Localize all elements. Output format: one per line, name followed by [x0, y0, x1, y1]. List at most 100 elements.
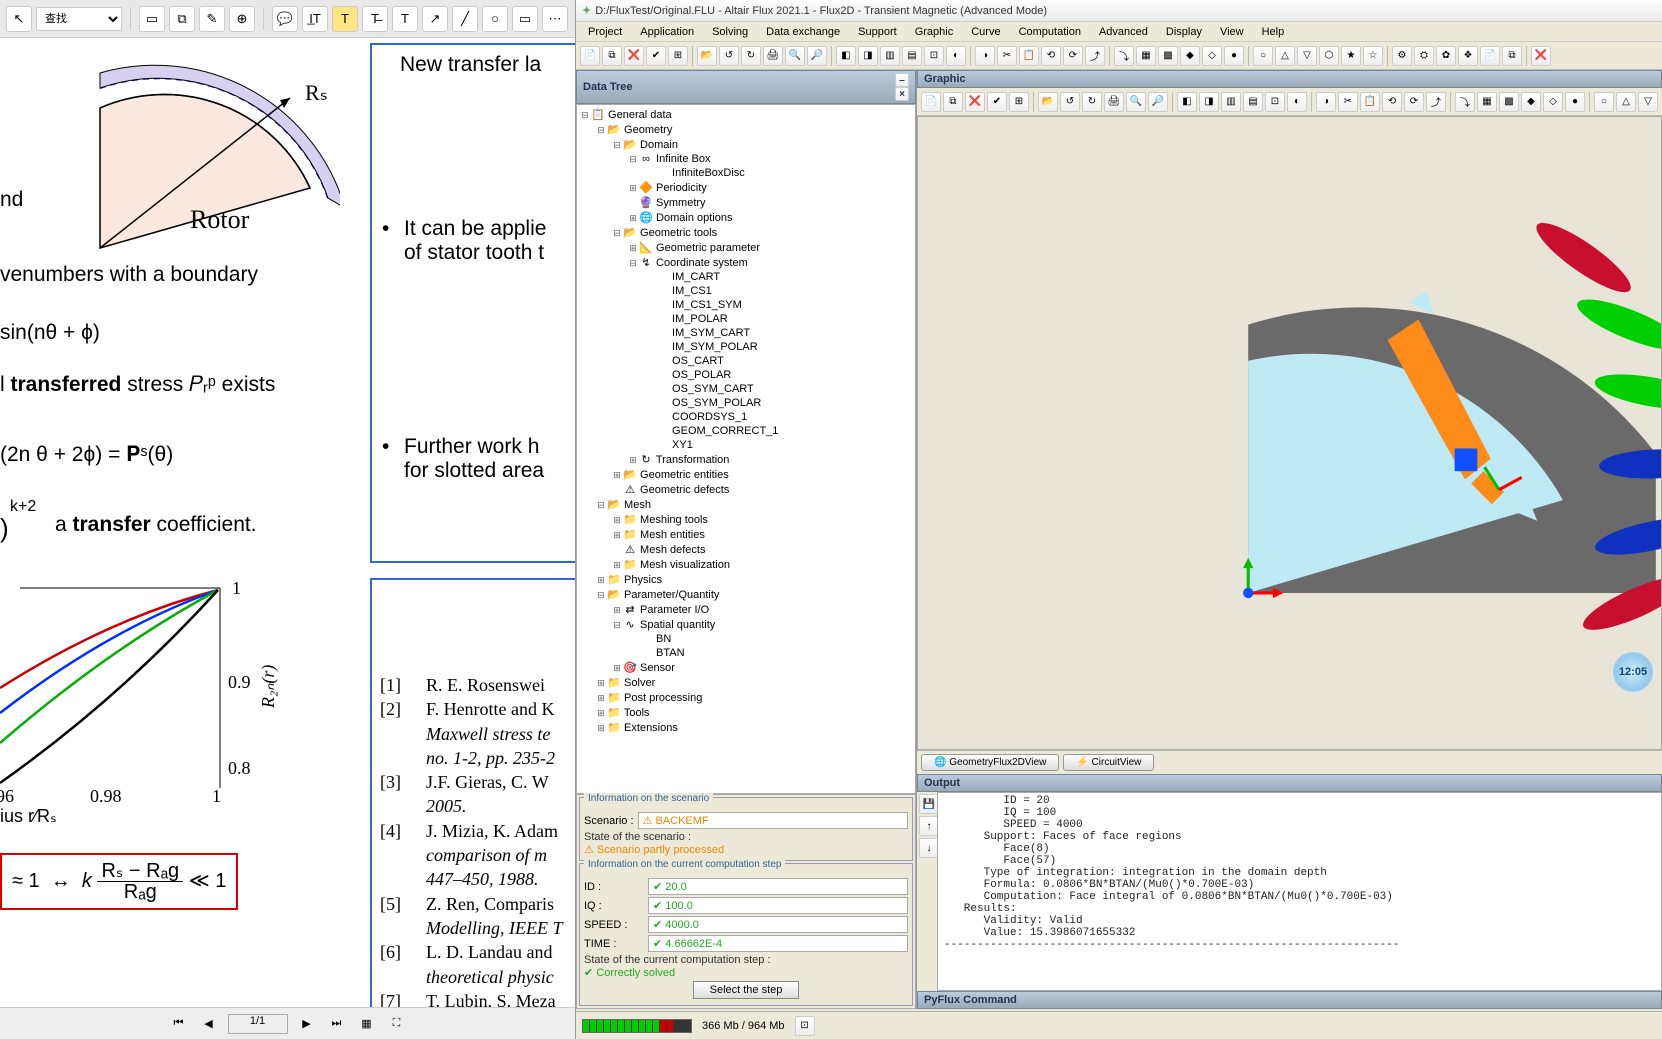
tree-node[interactable]: ⊞📁 Tools [579, 705, 913, 720]
tree-node[interactable]: IM_CART [579, 270, 913, 284]
tab-circuit-view[interactable]: ⚡ CircuitView [1063, 754, 1154, 771]
tree-node[interactable]: COORDSYS_1 [579, 410, 913, 424]
data-tree[interactable]: ⊟📋 General data⊟📂 Geometry⊟📂 Domain⊟∞ In… [576, 104, 916, 794]
toolbar-icon[interactable]: ▤ [1243, 92, 1263, 112]
toolbar-icon[interactable]: ◇ [1202, 46, 1222, 66]
toolbar-icon[interactable]: ▩ [1158, 46, 1178, 66]
tree-node[interactable]: ⊞📁 Meshing tools [579, 512, 913, 527]
toolbar-icon[interactable]: 🔎 [807, 46, 827, 66]
toolbar-icon[interactable]: ● [1224, 46, 1244, 66]
tree-node[interactable]: OS_POLAR [579, 368, 913, 382]
toolbar-icon[interactable]: ▽ [1297, 46, 1317, 66]
toolbar-icon[interactable]: ⟳ [1404, 92, 1424, 112]
toolbar-icon[interactable]: 🔍 [1126, 92, 1146, 112]
tree-node[interactable]: ⊞🔶 Periodicity [579, 180, 913, 195]
tree-node[interactable]: ⊟∞ Infinite Box [579, 152, 913, 166]
first-page-icon[interactable]: ⏮ [168, 1013, 190, 1035]
tree-node[interactable]: ⊟📂 Domain [579, 137, 913, 152]
text-select-icon[interactable]: I̲T [302, 6, 328, 32]
tree-node[interactable]: BN [579, 632, 913, 646]
toolbar-icon[interactable]: ◨ [1199, 92, 1219, 112]
tree-node[interactable]: ⊞📐 Geometric parameter [579, 240, 913, 255]
tree-node[interactable]: OS_CART [579, 354, 913, 368]
tree-node[interactable]: ⊟📂 Geometry [579, 122, 913, 137]
menu-data-exchange[interactable]: Data exchange [758, 24, 848, 40]
toolbar-icon[interactable]: 📄 [580, 46, 600, 66]
toolbar-icon[interactable]: ⟲ [1382, 92, 1402, 112]
toolbar-icon[interactable]: ⊡ [924, 46, 944, 66]
toolbar-icon[interactable]: 📋 [1019, 46, 1039, 66]
toolbar-icon[interactable]: △ [1616, 92, 1636, 112]
tree-node[interactable]: IM_SYM_POLAR [579, 340, 913, 354]
menu-view[interactable]: View [1212, 24, 1252, 40]
toolbar-icon[interactable]: ↻ [1082, 92, 1102, 112]
toolbar-icon[interactable]: ◆ [1521, 92, 1541, 112]
toolbar-icon[interactable]: ⤵ [1455, 92, 1475, 112]
tree-node[interactable]: ⊟↯ Coordinate system [579, 255, 913, 270]
toolbar-icon[interactable]: ▥ [880, 46, 900, 66]
tree-node[interactable]: ⊞⇄ Parameter I/O [579, 602, 913, 617]
menu-display[interactable]: Display [1158, 24, 1210, 40]
stamp-icon[interactable]: ⊕ [229, 6, 255, 32]
toolbar-icon[interactable]: ⊞ [668, 46, 688, 66]
menu-support[interactable]: Support [850, 24, 905, 40]
toolbar-icon[interactable]: ▦ [1136, 46, 1156, 66]
prev-page-icon[interactable]: ◀ [198, 1013, 220, 1035]
toolbar-icon[interactable]: ☆ [1363, 46, 1383, 66]
tree-node[interactable]: ⊟📋 General data [579, 107, 913, 122]
copy-icon[interactable]: ⧉ [169, 6, 195, 32]
toolbar-icon[interactable]: ❌ [624, 46, 644, 66]
toolbar-icon[interactable]: ⤴ [1085, 46, 1105, 66]
ellipse-icon[interactable]: ○ [482, 6, 508, 32]
tree-node[interactable]: ⊞📁 Post processing [579, 690, 913, 705]
close-icon[interactable]: × [895, 87, 909, 101]
toolbar-icon[interactable]: ◇ [1543, 92, 1563, 112]
arrow-icon[interactable]: ↗ [422, 6, 448, 32]
toolbar-icon[interactable]: ⚙ [1392, 46, 1412, 66]
tree-node[interactable]: ⊞📁 Solver [579, 675, 913, 690]
toolbar-icon[interactable]: ⧉ [1502, 46, 1522, 66]
next-page-icon[interactable]: ▶ [296, 1013, 318, 1035]
toolbar-icon[interactable]: ⧉ [602, 46, 622, 66]
toolbar-icon[interactable]: ❖ [1458, 46, 1478, 66]
out-down-icon[interactable]: ↓ [919, 838, 939, 858]
toolbar-icon[interactable]: ▩ [1499, 92, 1519, 112]
tree-node[interactable]: ⊞📁 Physics [579, 572, 913, 587]
toolbar-icon[interactable]: ◆ [1180, 46, 1200, 66]
tree-node[interactable]: ⊞📁 Mesh entities [579, 527, 913, 542]
menu-solving[interactable]: Solving [704, 24, 756, 40]
status-icon[interactable]: ⊡ [795, 1016, 815, 1036]
tree-node[interactable]: ⊟∿ Spatial quantity [579, 617, 913, 632]
toolbar-icon[interactable]: ↺ [719, 46, 739, 66]
toolbar-icon[interactable]: ▦ [1477, 92, 1497, 112]
toolbar-icon[interactable]: ✂ [1338, 92, 1358, 112]
toolbar-icon[interactable]: 📋 [1360, 92, 1380, 112]
toolbar-icon[interactable]: ● [1565, 92, 1585, 112]
out-save-icon[interactable]: 💾 [919, 794, 939, 814]
tree-node[interactable]: IM_CS1 [579, 284, 913, 298]
tab-geometry-view[interactable]: 🌐 GeometryFlux2DView [921, 754, 1059, 771]
tree-node[interactable]: ⊟📂 Mesh [579, 497, 913, 512]
strikethrough-icon[interactable]: T̶ [362, 6, 388, 32]
tree-node[interactable]: ⊞📂 Geometric entities [579, 467, 913, 482]
toolbar-icon[interactable]: ◨ [858, 46, 878, 66]
graphic-viewport[interactable]: 12:05 [917, 116, 1662, 750]
toolbar-icon[interactable]: ⤴ [1426, 92, 1446, 112]
toolbar-icon[interactable]: ✂ [997, 46, 1017, 66]
highlight-icon[interactable]: ✎ [199, 6, 225, 32]
cursor-tool-icon[interactable]: ↖ [6, 6, 32, 32]
tree-node[interactable]: InfiniteBoxDisc [579, 166, 913, 180]
menu-application[interactable]: Application [632, 24, 702, 40]
toolbar-icon[interactable]: ◧ [1177, 92, 1197, 112]
toolbar-icon[interactable]: ◧ [836, 46, 856, 66]
toolbar-icon[interactable]: ○ [1253, 46, 1273, 66]
toolbar-icon[interactable]: ✔ [646, 46, 666, 66]
toolbar-icon[interactable]: ▽ [1638, 92, 1658, 112]
toolbar-icon[interactable]: ↺ [1060, 92, 1080, 112]
tree-node[interactable]: ⊞📁 Mesh visualization [579, 557, 913, 572]
toolbar-icon[interactable]: ⊞ [1009, 92, 1029, 112]
toolbar-icon[interactable]: 🔎 [1148, 92, 1168, 112]
toolbar-icon[interactable]: 🔍 [785, 46, 805, 66]
search-select[interactable]: 查找 [36, 7, 122, 31]
toolbar-icon[interactable]: ▤ [902, 46, 922, 66]
